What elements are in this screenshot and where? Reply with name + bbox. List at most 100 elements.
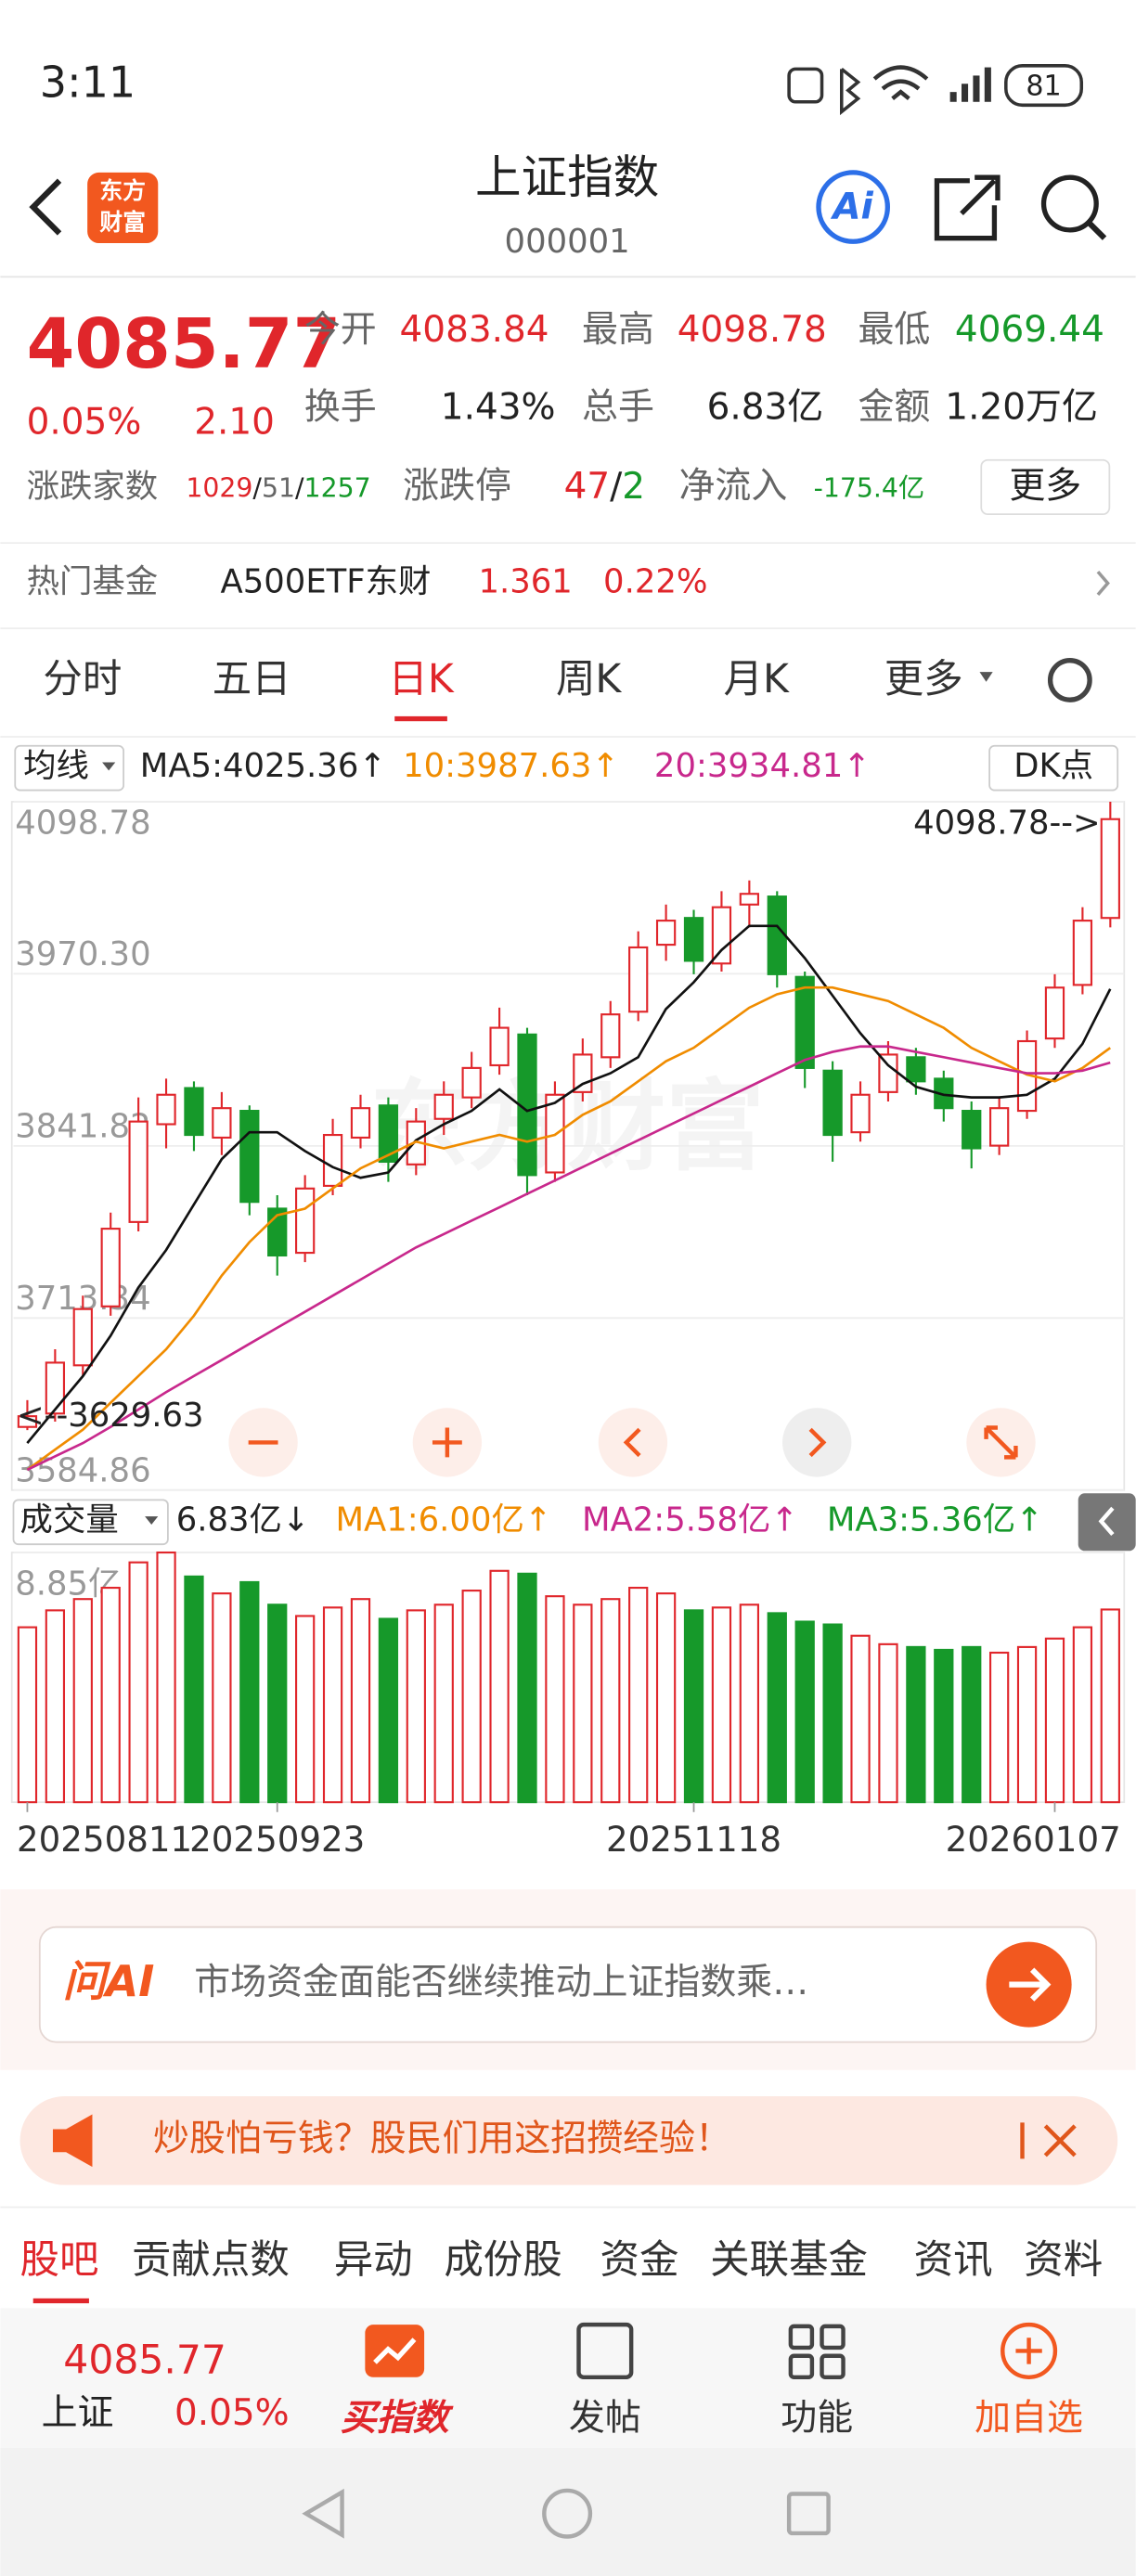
- share-button[interactable]: [934, 174, 1000, 241]
- ask-logo: 问AI: [63, 1956, 155, 2006]
- volume-button[interactable]: [12, 1499, 169, 1546]
- x-tick-label: 20260107: [946, 1819, 1121, 1860]
- bottom-tab[interactable]: 成份股: [444, 2237, 562, 2283]
- pan-left[interactable]: [598, 1408, 668, 1477]
- field-label: 今开: [304, 309, 377, 351]
- candle-body: [989, 1107, 1010, 1147]
- dk-button[interactable]: [988, 744, 1119, 792]
- footer-pct: 0.05%: [174, 2392, 290, 2434]
- netflow-label: 净流入: [679, 465, 788, 507]
- signal-icon: [949, 67, 991, 102]
- volume-bar: [517, 1572, 537, 1804]
- volume-bar: [739, 1604, 760, 1804]
- divider: [0, 276, 1136, 278]
- tab[interactable]: 更多: [884, 657, 963, 702]
- bottom-tab[interactable]: 贡献点数: [132, 2237, 290, 2283]
- divider: [0, 2206, 1136, 2209]
- bottom-tab[interactable]: 关联基金: [710, 2237, 868, 2283]
- footer-action[interactable]: 功能: [781, 2397, 853, 2439]
- add-icon-cross: [1015, 2338, 1042, 2364]
- post-icon: [576, 2322, 634, 2379]
- settings-button[interactable]: [1047, 658, 1092, 702]
- field-label: 最低: [858, 309, 930, 351]
- ask-box[interactable]: [38, 1926, 1098, 2043]
- nav-back[interactable]: [302, 2488, 344, 2539]
- nav-home[interactable]: [542, 2488, 593, 2539]
- candle-body: [711, 906, 732, 965]
- pan-right[interactable]: [782, 1408, 852, 1477]
- bottom-tab[interactable]: 资金: [600, 2237, 679, 2283]
- app-logo: [87, 172, 159, 244]
- candle-body: [628, 946, 649, 1013]
- candle-body: [1100, 818, 1120, 920]
- field-value: 1.43%: [441, 386, 556, 428]
- volume-bar: [767, 1612, 787, 1804]
- bottom-tab[interactable]: 资料: [1024, 2237, 1103, 2283]
- wifi-icon: [872, 65, 929, 100]
- search-handle: [1087, 221, 1107, 240]
- footer-action[interactable]: 买指数: [341, 2397, 454, 2439]
- logo-text: 财富: [99, 209, 146, 236]
- volume-current: 6.83亿↓: [176, 1501, 310, 1539]
- promo-banner[interactable]: [19, 2096, 1118, 2185]
- candle-body: [962, 1110, 982, 1150]
- volume-bar: [350, 1598, 371, 1804]
- search-button[interactable]: [1040, 174, 1099, 233]
- volume-bar: [295, 1615, 316, 1804]
- candle-body: [794, 975, 815, 1069]
- side-toggle[interactable]: [1078, 1493, 1136, 1552]
- tab[interactable]: 周K: [556, 657, 622, 702]
- divider: [0, 542, 1136, 545]
- fund-pct: 0.22%: [603, 562, 707, 600]
- volume-bar: [72, 1598, 93, 1804]
- bottom-tab[interactable]: 异动: [334, 2237, 413, 2283]
- ma-button[interactable]: [14, 744, 124, 792]
- volume-bar: [600, 1598, 621, 1804]
- volume-label: 成交量: [20, 1501, 119, 1539]
- field-label: 金额: [858, 386, 930, 428]
- close-button[interactable]: [1020, 2122, 1077, 2159]
- tab[interactable]: 月K: [724, 657, 790, 702]
- field-value: 1.20万亿: [945, 386, 1098, 428]
- buy-icon: [365, 2325, 425, 2377]
- limit-label: 涨跌停: [403, 465, 511, 507]
- field-label: 最高: [582, 309, 654, 351]
- volume-bar: [822, 1623, 843, 1804]
- nfc-icon: [787, 67, 824, 104]
- tab[interactable]: 日K: [388, 657, 454, 702]
- ai-button[interactable]: [816, 170, 890, 244]
- candle-body: [1044, 986, 1065, 1040]
- bottom-tab[interactable]: 股吧: [20, 2237, 99, 2283]
- limit-value: 47/2: [564, 465, 645, 507]
- more-button[interactable]: [980, 458, 1111, 516]
- candle-body: [156, 1093, 176, 1126]
- ma-line: [26, 1045, 1111, 1472]
- page-title: 上证指数: [475, 150, 659, 204]
- back-button[interactable]: [29, 178, 62, 236]
- ma-legend: MA5:4025.36↑: [140, 747, 386, 785]
- volume-bar: [628, 1586, 649, 1804]
- candle-body: [573, 1053, 593, 1093]
- volume-bar: [17, 1626, 38, 1804]
- function-icon: [788, 2324, 846, 2379]
- footer-action[interactable]: 发帖: [569, 2397, 641, 2439]
- x-tick-label: 20250811: [17, 1819, 192, 1860]
- candle-body: [184, 1087, 204, 1137]
- nav-recent[interactable]: [786, 2492, 831, 2536]
- volume-bar: [184, 1575, 204, 1804]
- footer-action[interactable]: 加自选: [975, 2397, 1083, 2439]
- tab[interactable]: 五日: [213, 657, 291, 702]
- field-value: 4083.84: [400, 309, 549, 351]
- battery-level: 81: [1026, 70, 1061, 102]
- buy-icon-line: [373, 2338, 417, 2364]
- last-price: 4085.77: [27, 303, 342, 384]
- volume-bar: [906, 1645, 926, 1804]
- tab[interactable]: 分时: [43, 657, 122, 702]
- ma-line: [26, 924, 1112, 1444]
- volume-bar: [934, 1648, 954, 1804]
- candle-body: [683, 917, 704, 962]
- bottom-tab[interactable]: 资讯: [914, 2237, 993, 2283]
- bottom-bar: [0, 2308, 1136, 2448]
- ask-placeholder: 市场资金面能否继续推动上证指数乘…: [194, 1962, 808, 2003]
